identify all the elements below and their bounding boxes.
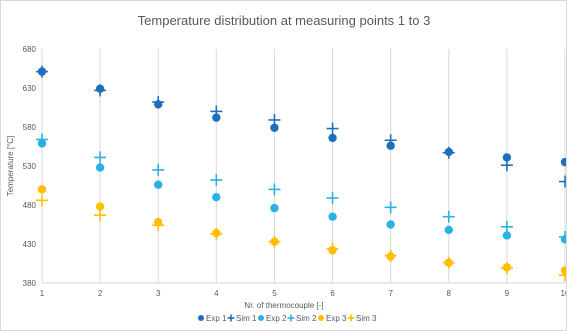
sim-2-point bbox=[152, 163, 165, 176]
sim-3-point bbox=[268, 235, 281, 248]
exp-2-point bbox=[154, 180, 163, 189]
legend-marker-exp-3 bbox=[318, 315, 324, 321]
sim-3-point bbox=[500, 262, 513, 275]
exp-1-point bbox=[502, 153, 512, 162]
sim-1-point bbox=[36, 65, 48, 78]
legend-marker-exp-1 bbox=[198, 315, 204, 321]
sim-2-point bbox=[94, 151, 107, 164]
sim-3-point bbox=[152, 219, 165, 232]
sim-2-point bbox=[268, 183, 281, 196]
sim-2-point bbox=[326, 191, 339, 204]
exp-3-point bbox=[95, 202, 105, 211]
sim-3-point bbox=[94, 209, 107, 222]
exp-2-point bbox=[95, 163, 105, 172]
sim-1-point bbox=[210, 105, 223, 118]
exp-1-point bbox=[270, 123, 279, 132]
sim-2-point bbox=[36, 133, 48, 146]
sim-1-point bbox=[500, 159, 513, 172]
x-tick-label: 8 bbox=[447, 289, 452, 298]
sim-1-point bbox=[268, 113, 281, 126]
y-tick-label: 680 bbox=[23, 45, 37, 54]
exp-2-point bbox=[386, 220, 395, 229]
sim-1-point bbox=[384, 134, 397, 147]
sim-2-point bbox=[500, 220, 513, 233]
exp-2-point bbox=[502, 231, 512, 240]
sim-3-point bbox=[210, 227, 223, 240]
sim-3-point bbox=[326, 242, 339, 255]
exp-2-point bbox=[328, 212, 337, 221]
exp-1-point bbox=[560, 157, 566, 167]
x-tick-label: 4 bbox=[214, 289, 219, 298]
x-tick-label: 6 bbox=[330, 289, 335, 298]
legend-label-sim-3: Sim 3 bbox=[356, 314, 377, 323]
x-axis-label: Nr. of thermocouple [-] bbox=[244, 301, 323, 310]
legend-label-exp-3: Exp 3 bbox=[326, 314, 347, 323]
x-tick-label: 9 bbox=[505, 289, 510, 298]
sim-2-point bbox=[210, 174, 223, 187]
y-tick-label: 530 bbox=[23, 162, 37, 171]
x-tick-label: 3 bbox=[156, 289, 161, 298]
legend-label-sim-1: Sim 1 bbox=[236, 314, 257, 323]
x-tick-label: 10 bbox=[561, 289, 566, 298]
sim-1-point bbox=[94, 84, 107, 97]
sim-3-point bbox=[442, 256, 455, 269]
legend-label-sim-2: Sim 2 bbox=[296, 314, 317, 323]
sim-1-point bbox=[559, 175, 566, 188]
sim-3-point bbox=[36, 194, 48, 207]
x-tick-label: 2 bbox=[98, 289, 103, 298]
exp-2-point bbox=[212, 193, 221, 202]
x-tick-label: 7 bbox=[388, 289, 393, 298]
sim-1-point bbox=[442, 146, 455, 159]
legend-marker-sim-3 bbox=[347, 314, 355, 322]
exp-2-point bbox=[444, 225, 453, 235]
legend-label-exp-2: Exp 2 bbox=[266, 314, 287, 323]
sim-2-point bbox=[442, 210, 455, 223]
sim-1-point bbox=[326, 122, 339, 135]
sim-2-point bbox=[559, 230, 566, 243]
y-axis-label: Temperature [°C] bbox=[6, 136, 15, 197]
sim-1-point bbox=[152, 96, 165, 109]
y-tick-label: 480 bbox=[23, 201, 37, 210]
exp-1-point bbox=[212, 113, 221, 122]
legend-label-exp-1: Exp 1 bbox=[206, 314, 227, 323]
legend-marker-exp-2 bbox=[258, 315, 264, 321]
exp-3-point bbox=[37, 185, 47, 194]
x-tick-label: 1 bbox=[40, 289, 45, 298]
y-tick-label: 430 bbox=[23, 240, 37, 249]
sim-3-point bbox=[384, 249, 397, 262]
y-tick-label: 630 bbox=[23, 84, 37, 93]
sim-3-point bbox=[559, 269, 566, 282]
legend-marker-sim-1 bbox=[227, 314, 235, 322]
y-tick-label: 380 bbox=[23, 279, 37, 288]
y-tick-label: 580 bbox=[23, 123, 37, 132]
chart-title: Temperature distribution at measuring po… bbox=[138, 13, 431, 28]
sim-2-point bbox=[384, 201, 397, 214]
exp-1-point bbox=[328, 133, 337, 143]
x-tick-label: 5 bbox=[272, 289, 277, 298]
exp-2-point bbox=[270, 203, 279, 213]
legend-marker-sim-2 bbox=[287, 314, 295, 322]
